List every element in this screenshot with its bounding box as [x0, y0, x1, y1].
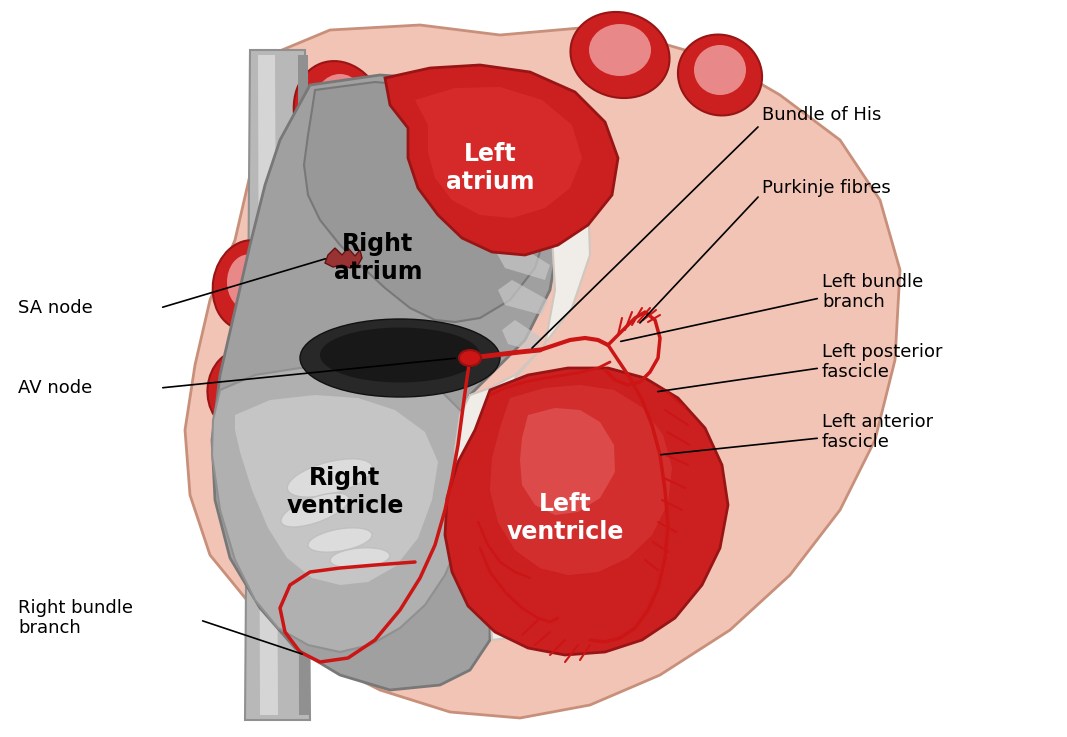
- Text: Right
atrium: Right atrium: [334, 232, 423, 284]
- Ellipse shape: [571, 12, 669, 98]
- Polygon shape: [235, 395, 437, 585]
- Text: Bundle of His: Bundle of His: [762, 106, 881, 124]
- Polygon shape: [415, 87, 582, 218]
- Ellipse shape: [207, 350, 272, 430]
- Ellipse shape: [293, 61, 386, 169]
- Ellipse shape: [589, 24, 651, 76]
- Ellipse shape: [281, 493, 349, 527]
- Polygon shape: [455, 95, 590, 640]
- Polygon shape: [498, 280, 548, 315]
- Polygon shape: [185, 25, 899, 718]
- Ellipse shape: [212, 240, 284, 329]
- Ellipse shape: [320, 327, 480, 383]
- Ellipse shape: [287, 459, 372, 497]
- Ellipse shape: [308, 528, 372, 552]
- Polygon shape: [520, 408, 615, 515]
- Polygon shape: [212, 368, 475, 652]
- Ellipse shape: [678, 35, 762, 116]
- Text: Purkinje fibres: Purkinje fibres: [762, 179, 891, 197]
- Polygon shape: [495, 240, 550, 280]
- Text: Right
ventricle: Right ventricle: [286, 466, 403, 518]
- Ellipse shape: [313, 74, 367, 142]
- Ellipse shape: [300, 319, 500, 397]
- Text: Left posterior
fascicle: Left posterior fascicle: [822, 343, 942, 382]
- Polygon shape: [490, 385, 672, 575]
- Ellipse shape: [221, 363, 259, 413]
- Ellipse shape: [694, 45, 746, 95]
- Polygon shape: [385, 65, 618, 255]
- Ellipse shape: [330, 548, 389, 568]
- Polygon shape: [304, 82, 548, 322]
- Polygon shape: [501, 320, 542, 352]
- Polygon shape: [445, 368, 728, 655]
- Polygon shape: [325, 248, 362, 268]
- Ellipse shape: [459, 350, 481, 366]
- Text: SA node: SA node: [18, 299, 93, 317]
- Text: Left
atrium: Left atrium: [446, 142, 535, 194]
- Ellipse shape: [227, 254, 269, 310]
- Text: Right bundle
branch: Right bundle branch: [18, 598, 133, 638]
- Polygon shape: [258, 55, 278, 715]
- Text: Left bundle
branch: Left bundle branch: [822, 273, 923, 312]
- Text: Left anterior
fascicle: Left anterior fascicle: [822, 413, 934, 451]
- Text: AV node: AV node: [18, 379, 92, 397]
- Text: Left
ventricle: Left ventricle: [507, 492, 624, 544]
- Polygon shape: [298, 55, 310, 715]
- Polygon shape: [212, 75, 560, 690]
- Polygon shape: [245, 50, 310, 720]
